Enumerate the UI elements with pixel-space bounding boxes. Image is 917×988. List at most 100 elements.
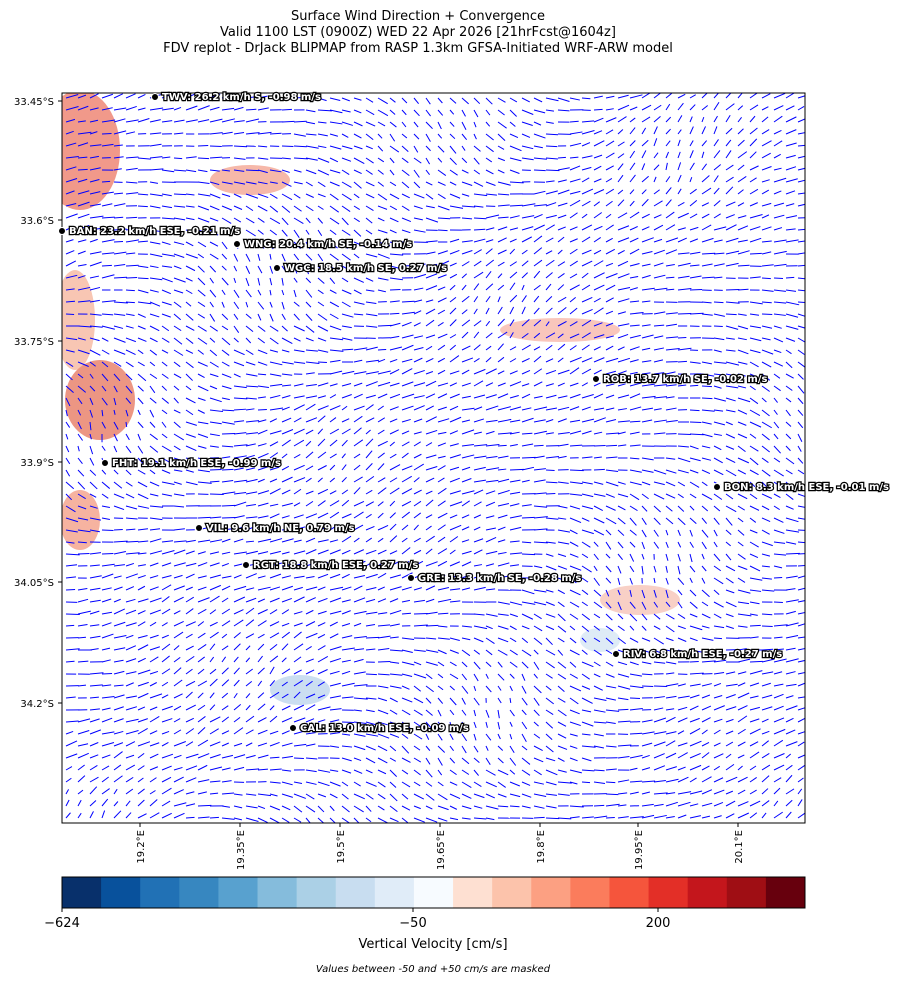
lon-tick-label: 19.95°E (634, 830, 645, 870)
wind-arrow (294, 121, 307, 122)
colorbar-tick-label: −624 (44, 916, 80, 931)
wind-arrow (594, 445, 606, 446)
wind-arrow (294, 146, 307, 147)
wind-arrow (522, 517, 535, 518)
terrain-patch (210, 165, 290, 195)
lat-tick-label: 33.9°S (20, 458, 54, 469)
title: Surface Wind Direction + Convergence (291, 9, 545, 24)
wind-arrow (606, 445, 617, 446)
colorbar-tick-label: 200 (646, 916, 671, 931)
wind-arrow (366, 674, 377, 675)
wind-arrow (702, 386, 712, 387)
wind-arrow (246, 170, 259, 171)
wind-arrow (378, 349, 386, 350)
wind-arrow (66, 314, 74, 315)
colorbar-swatch (727, 877, 767, 908)
lon-tick-label: 19.65°E (436, 830, 447, 870)
wind-arrow (78, 169, 88, 170)
wind-arrow (606, 782, 615, 783)
colorbar-swatch (414, 877, 454, 908)
wind-arrow (102, 265, 112, 266)
wind-arrow (630, 733, 642, 734)
wind-arrow (318, 362, 327, 363)
wind-arrow (126, 541, 138, 542)
wind-arrow (222, 517, 235, 518)
wind-arrow (174, 194, 186, 195)
wind-arrow (66, 589, 75, 590)
colorbar-swatch (258, 877, 298, 908)
station-marker (613, 651, 620, 658)
wind-arrow (222, 433, 235, 434)
wind-arrow (510, 469, 524, 470)
wind-arrow (126, 422, 127, 427)
wind-arrow (750, 661, 763, 662)
station-marker (408, 575, 415, 582)
wind-arrow (138, 206, 148, 207)
wind-arrow (534, 445, 544, 446)
wind-arrow (678, 361, 687, 362)
wind-arrow (690, 410, 700, 411)
lon-tick-label: 19.8°E (536, 830, 547, 864)
wind-arrow (78, 553, 89, 554)
lat-tick-label: 33.6°S (20, 216, 54, 227)
wind-arrow (582, 782, 590, 783)
wind-arrow (798, 302, 809, 303)
wind-arrow (114, 241, 123, 242)
wind-arrow (546, 818, 559, 819)
station-label: FHT: 19.1 km/h ESE, -0.99 m/s (112, 458, 281, 469)
wind-arrow (198, 805, 211, 806)
wind-arrow (186, 817, 195, 818)
terrain-patch (55, 270, 95, 370)
wind-arrow (102, 133, 112, 134)
terrain-patch (270, 675, 330, 705)
lon-tick-label: 19.35°E (236, 830, 247, 870)
lon-tick-label: 19.5°E (336, 830, 347, 864)
wind-arrow (726, 289, 739, 290)
wind-arrow (366, 637, 379, 638)
station-marker (290, 725, 297, 732)
wind-arrow (546, 170, 559, 171)
wind-arrow (294, 758, 304, 759)
wind-arrow (594, 805, 604, 806)
lat-tick-label: 34.2°S (20, 699, 54, 710)
colorbar-swatch (375, 877, 415, 908)
wind-arrow (174, 158, 182, 159)
station-marker (274, 265, 281, 272)
lon-tick-label: 19.2°E (136, 830, 147, 864)
station-label: GRE: 13.3 km/h SE, -0.28 m/s (418, 573, 581, 584)
wind-arrow (210, 817, 219, 818)
station-label: VIL: 9.6 km/h NE, 0.79 m/s (206, 523, 355, 534)
wind-arrow (546, 470, 555, 471)
wind-arrow (786, 277, 794, 278)
station-label: TWV: 26.2 km/h S, -0.98 m/s (162, 92, 321, 103)
wind-arrow (714, 326, 723, 327)
wind-arrow (198, 145, 208, 146)
wind-arrow (510, 806, 519, 807)
wind-arrow (426, 625, 438, 626)
wind-arrow (594, 469, 605, 470)
station-label: BON: 8.3 km/h ESE, -0.01 m/s (724, 482, 889, 493)
colorbar-label: Vertical Velocity [cm/s] (358, 937, 507, 952)
wind-arrow (714, 638, 722, 639)
wind-arrow (390, 313, 399, 314)
colorbar-swatch (570, 877, 610, 908)
colorbar-swatch (297, 877, 337, 908)
wind-arrow (414, 613, 428, 614)
wind-arrow (690, 434, 704, 435)
wind-arrow (606, 817, 615, 818)
station-marker (152, 94, 159, 101)
wind-arrow (594, 109, 603, 110)
wind-arrow (126, 302, 135, 303)
colorbar-swatch (649, 877, 689, 908)
station-label: BAN: 23.2 km/h ESE, -0.21 m/s (69, 226, 240, 237)
wind-arrow (690, 661, 699, 662)
station-label: RIV: 6.8 km/h ESE, -0.27 m/s (623, 649, 782, 660)
wind-arrow (438, 230, 448, 231)
wind-arrow (114, 217, 123, 218)
wind-arrow (762, 278, 771, 279)
wind-arrow (714, 302, 723, 303)
wind-arrow (750, 625, 761, 626)
wind-arrow (378, 325, 392, 326)
lon-tick-label: 20.1°E (734, 830, 745, 864)
